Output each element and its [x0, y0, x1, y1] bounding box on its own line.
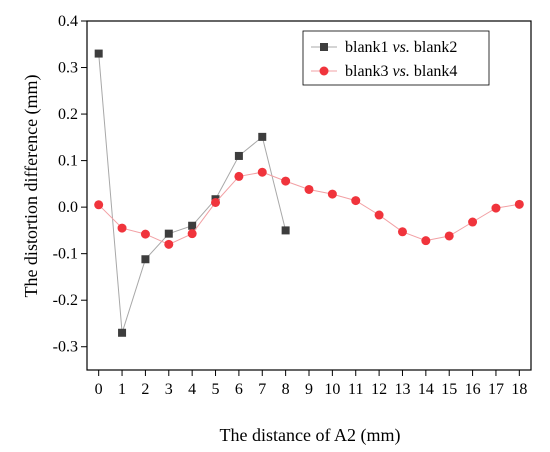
data-point [94, 200, 104, 210]
data-point [188, 221, 197, 230]
x-tick-label: 13 [394, 381, 410, 398]
data-point [421, 236, 431, 246]
x-tick-label: 12 [371, 381, 387, 398]
y-tick-label: -0.2 [53, 292, 78, 309]
legend-box [302, 30, 490, 86]
x-tick-label: 17 [488, 381, 504, 398]
x-tick-label: 2 [141, 381, 149, 398]
data-point [141, 255, 150, 264]
data-point [281, 226, 290, 235]
x-tick-label: 9 [305, 381, 313, 398]
x-tick-label: 7 [258, 381, 266, 398]
data-point [444, 231, 454, 241]
data-point [140, 229, 150, 239]
legend: blank1 vs. blank2 blank3 vs. blank4 [302, 30, 490, 86]
data-point [94, 49, 103, 58]
data-point [468, 217, 478, 227]
x-tick-label: 10 [324, 381, 340, 398]
y-tick-label: 0.1 [58, 153, 78, 170]
legend-label: blank3 vs. blank4 [345, 63, 457, 80]
series-line [98, 53, 287, 333]
x-tick-label: 3 [165, 381, 173, 398]
x-tick-label: 4 [188, 381, 196, 398]
data-point [164, 239, 174, 249]
y-axis-label: The distortion difference (mm) [21, 74, 42, 297]
x-tick-label: 6 [235, 381, 243, 398]
series-1 [94, 49, 290, 337]
data-point [234, 151, 243, 160]
data-point [187, 229, 197, 239]
data-point [397, 227, 407, 237]
data-point [281, 176, 291, 186]
y-tick-label: -0.1 [53, 246, 78, 263]
y-tick-label: 0.0 [58, 199, 78, 216]
data-point [374, 210, 384, 220]
data-point [304, 184, 314, 194]
data-point [257, 167, 267, 177]
legend-item: blank3 vs. blank4 [311, 63, 457, 80]
x-tick-label: 0 [95, 381, 103, 398]
data-point [514, 199, 524, 209]
legend-item: blank1 vs. blank2 [311, 39, 457, 56]
x-tick-label: 1 [118, 381, 126, 398]
x-tick-label: 14 [418, 381, 434, 398]
legend-marker [319, 66, 329, 76]
legend-marker [320, 43, 328, 51]
y-tick-label: -0.3 [53, 339, 78, 356]
x-axis-label: The distance of A2 (mm) [220, 425, 401, 446]
data-point [211, 197, 221, 207]
series-line [98, 171, 520, 245]
x-tick-label: 16 [465, 381, 481, 398]
series-2 [94, 167, 524, 249]
legend-label: blank1 vs. blank2 [345, 39, 457, 56]
y-tick-label: 0.2 [58, 106, 78, 123]
data-point [351, 196, 361, 206]
data-point [117, 223, 127, 233]
x-tick-label: 8 [282, 381, 290, 398]
data-point [234, 171, 244, 181]
data-point [327, 189, 337, 199]
data-point [118, 328, 127, 337]
x-tick-label: 18 [511, 381, 527, 398]
x-tick-label: 11 [348, 381, 363, 398]
data-point [491, 203, 501, 213]
y-tick-label: 0.4 [58, 13, 78, 30]
data-point [164, 229, 173, 238]
data-point [258, 132, 267, 141]
y-tick-label: 0.3 [58, 60, 78, 77]
x-tick-label: 15 [441, 381, 457, 398]
x-tick-label: 5 [212, 381, 220, 398]
